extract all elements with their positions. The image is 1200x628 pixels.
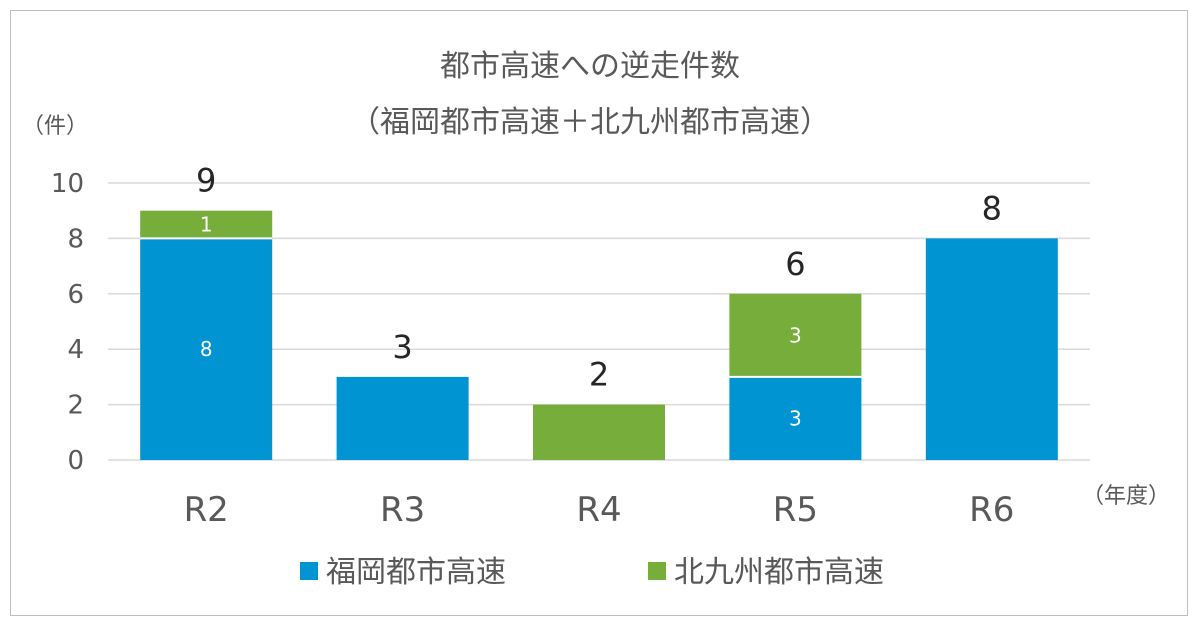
y-tick-label: 4 xyxy=(67,335,84,365)
chart-title: 都市高速への逆走件数 xyxy=(440,49,740,84)
bar-total-label: 3 xyxy=(392,328,412,366)
y-tick-label: 6 xyxy=(67,280,84,310)
x-axis-unit-label: （年度） xyxy=(1082,484,1170,509)
bar-segment xyxy=(533,404,665,460)
bar-segment xyxy=(140,210,273,239)
legend-swatch xyxy=(300,562,318,580)
x-tick-label: R3 xyxy=(380,490,425,530)
bar-total-label: 8 xyxy=(982,189,1002,227)
bar-layer xyxy=(140,210,1058,460)
x-tick-label: R6 xyxy=(969,490,1014,530)
segment-value-label: 3 xyxy=(789,323,802,347)
y-axis-unit-label: （件） xyxy=(22,114,88,139)
legend-label: 福岡都市高速 xyxy=(326,555,506,590)
bar-segment xyxy=(140,238,273,460)
segment-value-label: 3 xyxy=(789,406,802,430)
y-tick-label: 0 xyxy=(67,446,84,476)
bar-segment xyxy=(336,376,469,460)
x-tick-label: R4 xyxy=(576,490,621,530)
chart-subtitle: （福岡都市高速＋北九州都市高速） xyxy=(350,105,830,140)
legend-label: 北九州都市高速 xyxy=(674,555,884,590)
bar-segment xyxy=(729,376,862,460)
segment-value-label: 8 xyxy=(200,337,213,361)
y-tick-label: 8 xyxy=(67,224,84,254)
y-tick-label: 2 xyxy=(67,391,84,421)
x-tick-label: R5 xyxy=(773,490,818,530)
label-layer: 8 1 9 R2 3 R3 2 R4 3 3 6 R5 8 R6 xyxy=(184,162,1015,530)
legend-swatch xyxy=(648,562,666,580)
bar-total-label: 9 xyxy=(196,162,216,200)
x-tick-label: R2 xyxy=(184,490,229,530)
bar-total-label: 2 xyxy=(589,356,609,394)
segment-value-label: 1 xyxy=(200,213,213,237)
bar-segment xyxy=(729,293,862,377)
y-tick-label: 10 xyxy=(51,169,84,199)
bar-total-label: 6 xyxy=(785,245,805,283)
bar-segment xyxy=(925,238,1058,460)
legend: 福岡都市高速 北九州都市高速 xyxy=(300,555,884,590)
